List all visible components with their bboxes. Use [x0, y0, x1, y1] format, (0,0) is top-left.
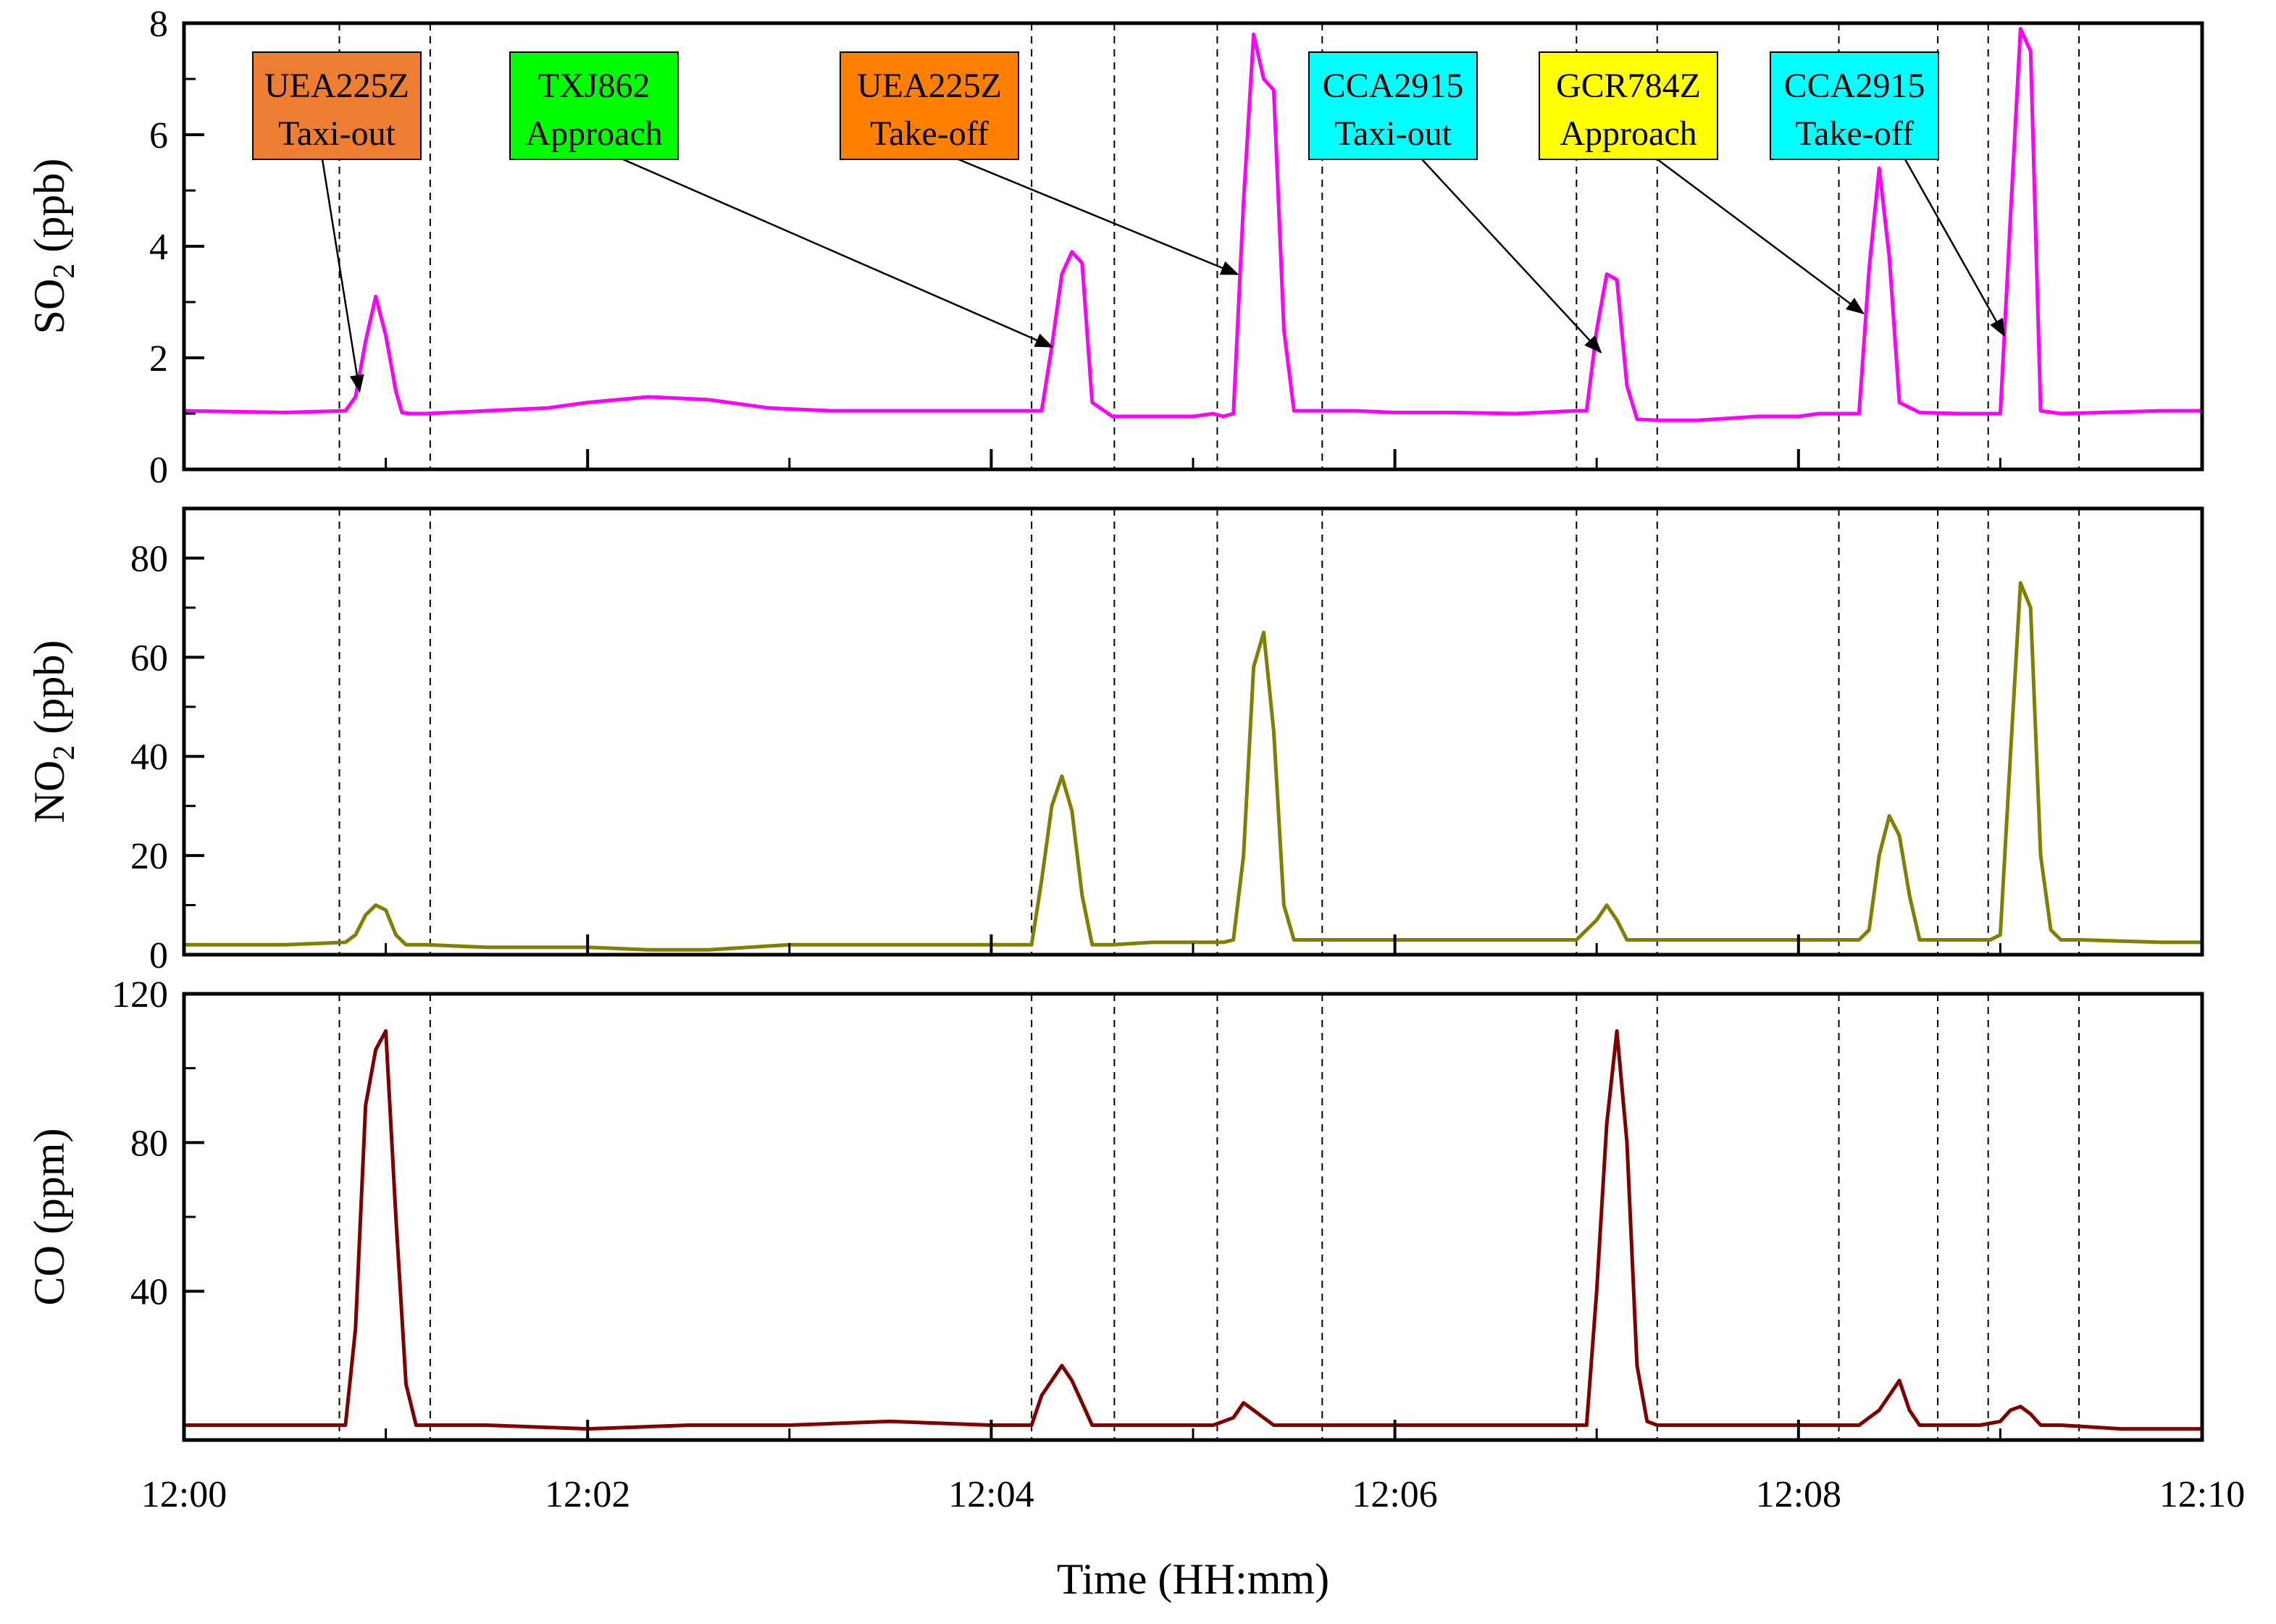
annotation-3: UEA225Z Take-off — [840, 51, 1239, 275]
x-tick-label: 12:00 — [141, 1474, 227, 1515]
y-tick-label: 40 — [130, 1272, 168, 1313]
y-tick-label: 2 — [149, 338, 168, 380]
annotation-flight: CCA2915 — [1323, 67, 1464, 105]
x-tick-label: 12:08 — [1756, 1474, 1841, 1515]
annotation-box — [509, 51, 679, 160]
annotation-arrow — [321, 159, 364, 393]
x-tick-label: 12:02 — [545, 1474, 630, 1515]
annotation-flight: UEA225Z — [857, 67, 1002, 105]
series-line-so2 — [183, 27, 2202, 422]
annotation-arrow — [1657, 158, 1865, 314]
y-axis-label-no2: NO2 (ppb) — [25, 640, 81, 824]
annotation-box — [840, 51, 1019, 160]
y-tick-label: 0 — [149, 935, 168, 976]
annotation-box — [1308, 51, 1478, 160]
annotation-phase: Taxi-out — [1334, 114, 1452, 153]
annotation-5: GCR784Z Approach — [1539, 51, 1865, 314]
annotation-phase: Approach — [1560, 114, 1696, 153]
annotation-arrow — [1421, 159, 1602, 354]
annotation-box — [1770, 51, 1939, 160]
plot-frame — [182, 506, 2204, 957]
annotation-1: UEA225Z Taxi-out — [252, 51, 422, 393]
annotation-box — [252, 51, 422, 160]
y-tick-label: 8 — [149, 4, 168, 45]
y-tick-label: 20 — [130, 836, 168, 877]
x-tick-label: 12:04 — [948, 1474, 1034, 1515]
annotation-flight: CCA2915 — [1784, 67, 1925, 105]
panel-so2: 0 2 4 6 8 SO2 (ppb) — [25, 4, 2204, 491]
annotation-flight: GCR784Z — [1556, 67, 1701, 105]
series-line-no2 — [184, 581, 2202, 952]
y-axis-label-so2: SO2 (ppb) — [25, 159, 81, 335]
x-tick-label: 12:10 — [2159, 1474, 2245, 1515]
annotation-phase: Take-off — [1795, 114, 1914, 153]
annotation-box — [1539, 51, 1718, 160]
y-tick-label: 40 — [130, 737, 168, 778]
plot-frame — [182, 992, 2204, 1442]
y-tick-label: 60 — [130, 637, 168, 679]
annotation-phase: Taxi-out — [278, 114, 396, 153]
panel-no2: 0 20 40 60 80 NO2 (ppb) — [25, 506, 2204, 976]
annotation-arrow — [958, 158, 1239, 275]
y-tick-label: 80 — [130, 1123, 168, 1164]
y-tick-label: 120 — [112, 974, 168, 1016]
y-tick-label: 0 — [149, 450, 168, 491]
y-tick-label: 6 — [149, 115, 168, 156]
series-line-co — [184, 1029, 2202, 1431]
annotation-6: CCA2915 Take-off — [1770, 51, 2006, 338]
annotation-2: TXJ862 Approach — [509, 51, 1054, 348]
annotation-arrow — [622, 158, 1054, 348]
annotation-4: CCA2915 Taxi-out — [1308, 51, 1602, 354]
y-axis-label-co: CO (ppm) — [25, 1129, 73, 1306]
panel-co: 40 80 120 CO (ppm) — [25, 974, 2204, 1442]
annotation-arrow — [1904, 159, 2006, 338]
annotation-phase: Approach — [525, 114, 662, 153]
y-tick-label: 80 — [130, 538, 168, 579]
y-tick-label: 4 — [149, 227, 168, 268]
annotation-flight: UEA225Z — [264, 67, 409, 105]
x-tick-label: 12:06 — [1352, 1474, 1437, 1515]
annotation-phase: Take-off — [870, 114, 989, 153]
annotation-flight: TXJ862 — [538, 67, 650, 105]
x-axis-label: Time (HH:mm) — [1057, 1555, 1329, 1603]
